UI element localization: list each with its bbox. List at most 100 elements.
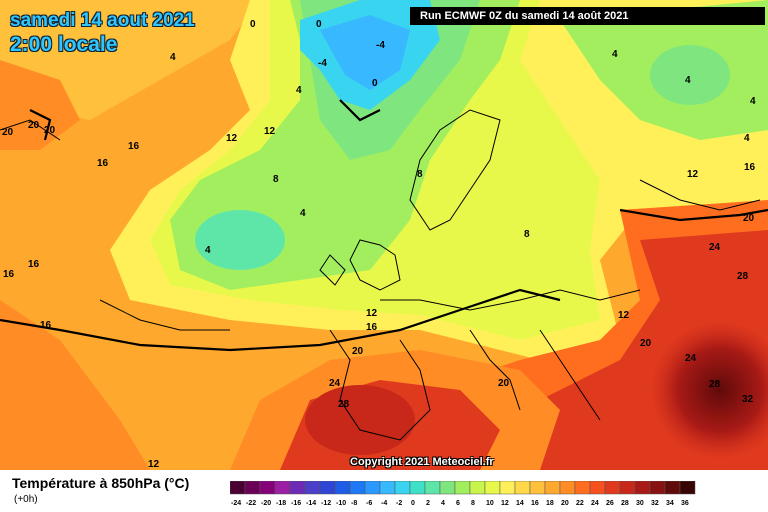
legend-tick-label: -18 [276,500,286,507]
map-label: 12 [226,133,238,144]
map-label: 8 [273,174,279,185]
map-label: 0 [316,19,322,30]
legend-tick-label: 6 [456,500,460,507]
map-label: 8 [524,229,530,240]
map-title: Température à 850hPa (°C) [12,475,190,491]
temperature-map: 0 0 4 -4 -4 0 4 4 4 20 20 20 16 16 12 12… [0,0,768,470]
legend-swatch [244,481,261,495]
legend-tick-label: -8 [351,500,357,507]
legend-tick-label: 16 [531,500,539,507]
legend-swatch [469,481,486,495]
map-label: 12 [148,459,160,470]
legend-tick-label: 24 [591,500,599,507]
legend-swatch [334,481,351,495]
isotherms [0,99,768,352]
legend-tick-label: -16 [291,500,301,507]
map-label: 28 [737,271,749,282]
legend-tick-label: 28 [621,500,629,507]
field-32 [650,320,768,460]
map-label: 12 [687,169,699,180]
map-label: 4 [296,85,302,96]
legend-tick-label: -20 [261,500,271,507]
legend-swatch [259,481,276,495]
legend-swatch [559,481,576,495]
field-28 [305,385,415,455]
legend-swatch [679,481,696,495]
map-label: 24 [329,378,341,389]
map-label: 20 [2,127,14,138]
legend-swatch [499,481,516,495]
legend-swatch [274,481,291,495]
legend-swatch [619,481,636,495]
legend-tick-label: 12 [501,500,509,507]
legend-swatch [664,481,681,495]
field-20-southwest [0,300,150,470]
map-label: 4 [744,133,750,144]
map-label: 0 [372,78,378,89]
forecast-offset: (+0h) [14,494,38,505]
time-label: 2:00 locale [10,33,118,56]
map-label: 28 [338,399,350,410]
map-label: 4 [612,49,618,60]
map-label: 16 [28,259,40,270]
map-label: 12 [366,308,378,319]
legend-swatch [514,481,531,495]
map-label: 24 [685,353,697,364]
legend-tick-label: 4 [441,500,445,507]
map-label: 4 [300,208,306,219]
map-label: 20 [352,346,364,357]
legend-swatch [574,481,591,495]
legend-swatch [604,481,621,495]
legend-swatch [319,481,336,495]
map-label: 12 [618,310,630,321]
map-label: 20 [743,213,755,224]
legend-tick-label: 26 [606,500,614,507]
map-label: 24 [709,242,721,253]
legend-swatch [454,481,471,495]
legend-swatch [349,481,366,495]
map-label: -4 [376,40,385,51]
legend-tick-label: 22 [576,500,584,507]
map-label: 32 [742,394,754,405]
map-label: 12 [264,126,276,137]
color-legend: -24 -22 -20 -18 -16 -14 -12 -10 -8 -6 -4 -2 0 2 4 6 8 10 1… [230,481,696,507]
legend-swatch [289,481,306,495]
legend-swatch [439,481,456,495]
legend-swatch [589,481,606,495]
legend-swatch [649,481,666,495]
map-label: 16 [128,141,140,152]
legend-swatch [634,481,651,495]
map-canvas: 0 0 4 -4 -4 0 4 4 4 20 20 20 16 16 12 12… [0,0,768,470]
map-label: 4 [205,245,211,256]
map-label: 16 [40,320,52,331]
legend-tick-label: -10 [336,500,346,507]
legend-swatch [304,481,321,495]
legend-tick-label: -24 [231,500,241,507]
map-label: 16 [97,158,109,169]
map-label: 4 [685,75,691,86]
map-label: 20 [640,338,652,349]
legend-tick-label: 36 [681,500,689,507]
legend-swatch [364,481,381,495]
field-2-atlantic [195,210,285,270]
map-label: 28 [709,379,721,390]
legend-swatch [424,481,441,495]
legend-swatch [409,481,426,495]
legend-tick-label: 2 [426,500,430,507]
legend-tick-label: -2 [396,500,402,507]
legend-tick-label: 0 [411,500,415,507]
legend-tick-label: -6 [366,500,372,507]
map-label: 20 [28,120,40,131]
map-label: 16 [366,322,378,333]
map-label: 8 [417,169,423,180]
legend-swatch [484,481,501,495]
run-info-banner: Run ECMWF 0Z du samedi 14 août 2021 [410,7,765,25]
map-label: 4 [750,96,756,107]
legend-tick-label: 32 [651,500,659,507]
map-label: 20 [498,378,510,389]
map-label: 16 [744,162,756,173]
map-label: 20 [44,125,56,136]
legend-tick-label: 20 [561,500,569,507]
legend-tick-label: -22 [246,500,256,507]
copyright-text: Copyright 2021 Meteociel.fr [350,456,494,468]
